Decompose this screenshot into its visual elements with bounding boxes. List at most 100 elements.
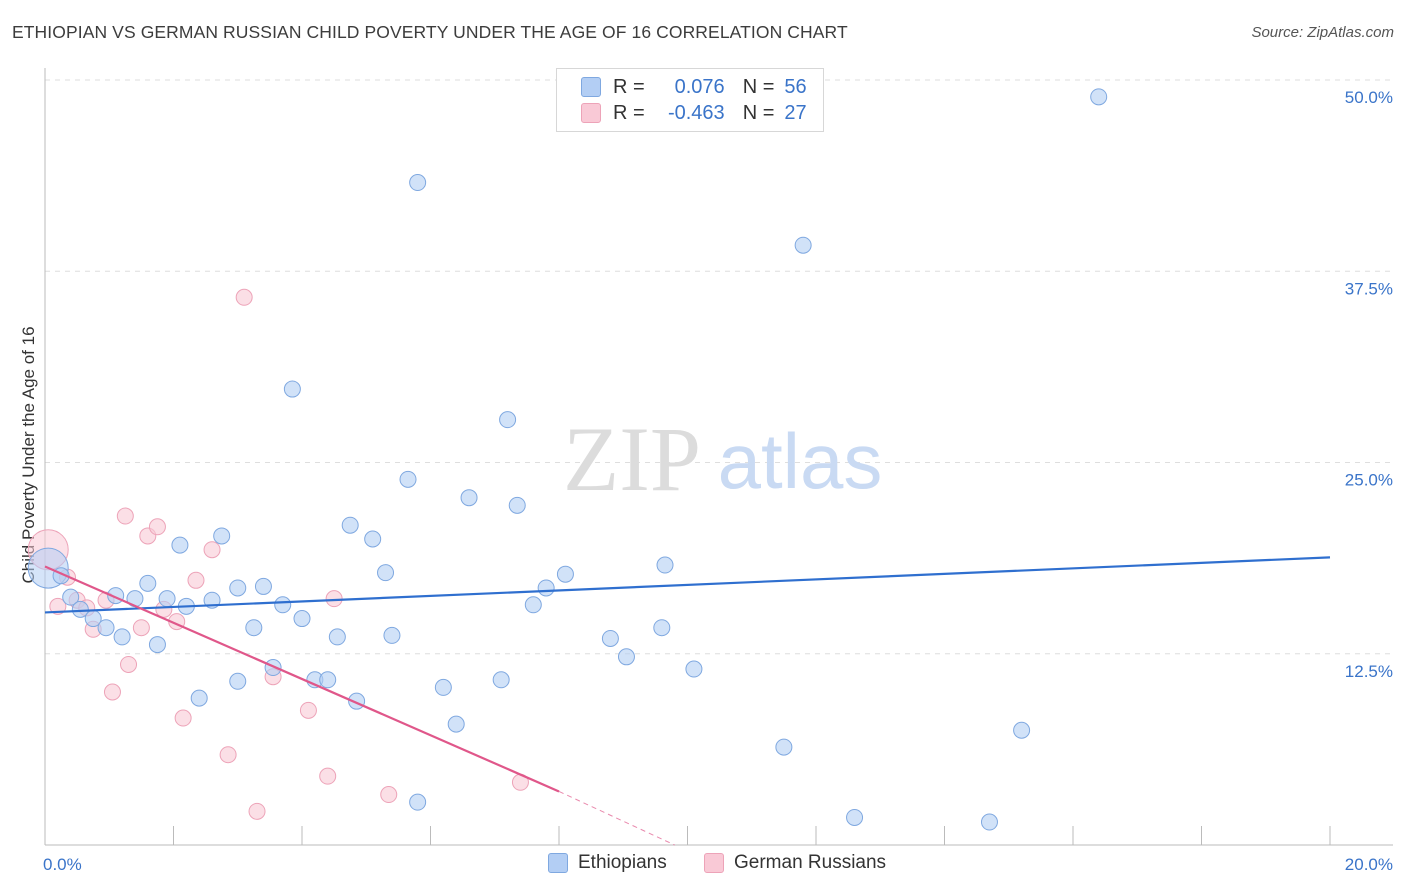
german-russians-point <box>299 701 317 719</box>
ethiopians-point <box>328 628 346 646</box>
ethiopians-point <box>524 596 542 614</box>
bottom-legend-german-russians: German Russians <box>704 852 886 874</box>
german-russians-point <box>248 802 266 820</box>
y-tick-label: 12.5% <box>1345 662 1393 681</box>
ethiopians-point <box>601 629 619 647</box>
german-russians-points <box>27 288 529 820</box>
ethiopians-point <box>556 565 574 583</box>
ethiopians-point <box>213 527 231 545</box>
source-label: Source: ZipAtlas.com <box>1251 24 1394 41</box>
german-russians-point <box>120 655 138 673</box>
n-label: N = <box>742 101 775 124</box>
german-russians-trend-extension <box>558 790 675 846</box>
ethiopians-point <box>293 610 311 628</box>
german-russians-point <box>103 683 121 701</box>
ethiopians-point <box>499 411 517 429</box>
n-value: 56 <box>784 75 807 98</box>
bottom-swatch-pink <box>704 853 724 873</box>
german-russians-point <box>219 746 237 764</box>
grid-lines <box>45 79 1393 655</box>
bottom-legend-ethiopians: Ethiopians <box>548 852 667 874</box>
ethiopians-point <box>229 579 247 597</box>
x-tick-label: 0.0% <box>43 855 82 874</box>
ethiopians-point <box>377 564 395 582</box>
ethiopians-point <box>254 577 272 595</box>
ethiopians-point <box>508 496 526 514</box>
german-russians-point <box>148 518 166 536</box>
r-value: 0.076 <box>674 75 725 98</box>
german-russians-point <box>203 541 221 559</box>
r-label: R = <box>613 101 645 124</box>
ethiopians-point <box>656 556 674 574</box>
ethiopians-point <box>775 738 793 756</box>
y-tick-label: 50.0% <box>1345 88 1393 107</box>
ethiopians-point <box>139 574 157 592</box>
ethiopians-point <box>434 678 452 696</box>
ethiopians-point <box>97 619 115 637</box>
r-label: R = <box>613 75 645 98</box>
legend: R = 0.076 N = 56 R = -0.463 N = 27 <box>556 68 824 132</box>
ethiopians-point <box>274 596 292 614</box>
german-russians-trend-line <box>44 565 560 793</box>
ethiopians-point <box>685 660 703 678</box>
ethiopians-point <box>409 174 427 192</box>
n-label: N = <box>742 75 775 98</box>
ethiopians-point <box>492 671 510 689</box>
ethiopians-point <box>283 380 301 398</box>
ethiopians-point <box>171 536 189 554</box>
ethiopians-point <box>1090 88 1108 106</box>
ethiopians-point <box>653 619 671 637</box>
ethiopians-point <box>846 808 864 826</box>
bottom-legend-label: German Russians <box>734 852 887 873</box>
ethiopians-point <box>1013 721 1031 739</box>
ethiopians-point <box>190 689 208 707</box>
y-tick-label: 37.5% <box>1345 279 1393 298</box>
ethiopians-point <box>980 813 998 831</box>
ethiopians-points <box>27 88 1108 831</box>
bottom-legend-label: Ethiopians <box>578 852 667 873</box>
legend-row-ethiopians: R = 0.076 N = 56 <box>581 74 807 100</box>
ethiopians-point <box>460 489 478 507</box>
german-russians-point <box>187 571 205 589</box>
ethiopians-point <box>158 590 176 608</box>
ethiopians-point <box>383 626 401 644</box>
legend-swatch-pink <box>581 103 601 123</box>
ethiopians-trend-line <box>44 556 1331 614</box>
german-russians-point <box>319 767 337 785</box>
ethiopians-point <box>113 628 131 646</box>
ethiopians-point <box>245 619 263 637</box>
ethiopians-point <box>447 715 465 733</box>
axes <box>44 68 1393 846</box>
german-russians-point <box>174 709 192 727</box>
bottom-swatch-blue <box>548 853 568 873</box>
ethiopians-point <box>341 516 359 534</box>
german-russians-point <box>132 619 150 637</box>
german-russians-point <box>380 786 398 804</box>
ethiopians-point <box>399 470 417 488</box>
german-russians-point <box>235 288 253 306</box>
german-russians-point <box>49 597 67 615</box>
x-tick-label: 20.0% <box>1345 855 1393 874</box>
ethiopians-point <box>62 588 80 606</box>
ethiopians-point <box>148 636 166 654</box>
german-russians-point <box>116 507 134 525</box>
ethiopians-point <box>364 530 382 548</box>
german-russians-point <box>325 590 343 608</box>
r-value: -0.463 <box>667 101 725 124</box>
legend-swatch-blue <box>581 77 601 97</box>
chart-title: ETHIOPIAN VS GERMAN RUSSIAN CHILD POVERT… <box>12 22 848 42</box>
ethiopians-point <box>537 579 555 597</box>
ethiopians-point <box>617 648 635 666</box>
n-value: 27 <box>784 101 807 124</box>
tick-labels: 12.5% 25.0% 37.5% 50.0% 0.0% 20.0% <box>43 88 1393 874</box>
watermark-zip: ZIP <box>563 408 701 510</box>
bottom-legend: Ethiopians German Russians <box>0 850 1406 880</box>
y-tick-label: 25.0% <box>1345 471 1393 490</box>
watermark: ZIP atlas <box>563 408 882 510</box>
ethiopians-point <box>409 793 427 811</box>
ethiopians-point <box>319 671 337 689</box>
y-axis-label: Child Poverty Under the Age of 16 <box>19 326 38 583</box>
watermark-atlas: atlas <box>718 417 883 505</box>
ethiopians-point <box>794 236 812 254</box>
